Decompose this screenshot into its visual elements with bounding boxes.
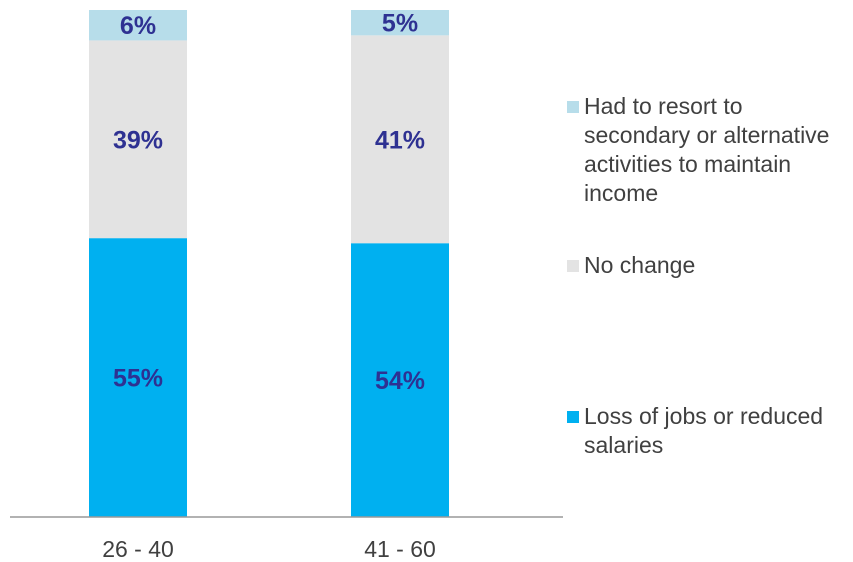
data-label-secondary-activities-2: 5%: [382, 10, 418, 38]
legend-label-secondary-activities: Had to resort to secondary or alternativ…: [584, 93, 830, 206]
bar-segment-no-change-1: [89, 40, 187, 239]
bars-layer: [89, 10, 449, 517]
data-label-secondary-activities-1: 6%: [120, 12, 156, 40]
x-tick-labels-layer: 26 - 40 41 - 60: [102, 536, 436, 562]
data-label-no-change-2: 41%: [375, 126, 425, 154]
legend-swatch-loss-of-jobs: [567, 411, 579, 423]
x-tick-label-2: 41 - 60: [364, 536, 436, 562]
bar-segment-loss-of-jobs-2: [351, 243, 449, 517]
legend-swatch-secondary-activities: [567, 101, 579, 113]
data-labels-layer: 55% 39% 6% 54% 41% 5%: [113, 10, 425, 395]
legend-swatch-no-change: [567, 260, 579, 272]
legend-label-no-change: No change: [584, 252, 696, 278]
x-tick-label-1: 26 - 40: [102, 536, 174, 562]
data-label-loss-of-jobs-1: 55%: [113, 365, 163, 393]
bar-segment-secondary-activities-1: [89, 10, 187, 41]
legend-label-loss-of-jobs: Loss of jobs or reduced salaries: [584, 403, 824, 458]
bar-segment-loss-of-jobs-1: [89, 238, 187, 517]
bar-segment-secondary-activities-2: [351, 10, 449, 36]
data-label-no-change-1: 39%: [113, 126, 163, 154]
data-label-loss-of-jobs-2: 54%: [375, 367, 425, 395]
bar-segment-no-change-2: [351, 35, 449, 244]
